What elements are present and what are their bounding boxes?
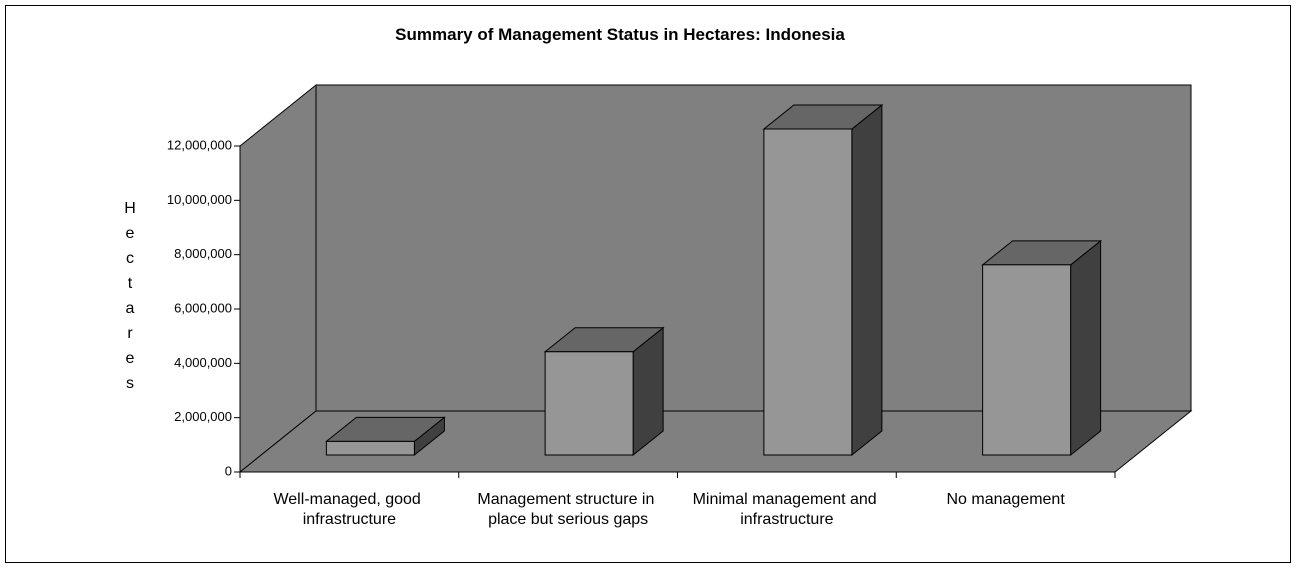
chart-title: Summary of Management Status in Hectares… [395, 25, 845, 44]
x-tick-label: Well-managed, good infrastructure [273, 491, 425, 528]
side-wall [239, 83, 317, 474]
bar [325, 440, 415, 456]
x-tick-label: Minimal management and infrastructure [693, 491, 882, 528]
x-tick-label: No management [946, 491, 1065, 508]
y-tick-label: 0 [225, 463, 232, 478]
y-tick-label: 4,000,000 [174, 355, 232, 370]
y-tick-label: 12,000,000 [167, 137, 232, 152]
bar [982, 264, 1072, 456]
bar [763, 128, 853, 456]
x-tick-label: Management structure in place but seriou… [477, 491, 658, 528]
y-tick-label: 6,000,000 [174, 300, 232, 315]
bar-side [1070, 239, 1102, 457]
y-tick-label: 10,000,000 [167, 192, 232, 207]
y-axis-label: Hectares [122, 200, 139, 400]
bar-side [851, 103, 883, 457]
y-tick-label: 8,000,000 [174, 246, 232, 261]
y-tick-label: 2,000,000 [174, 409, 232, 424]
bar [544, 351, 634, 456]
